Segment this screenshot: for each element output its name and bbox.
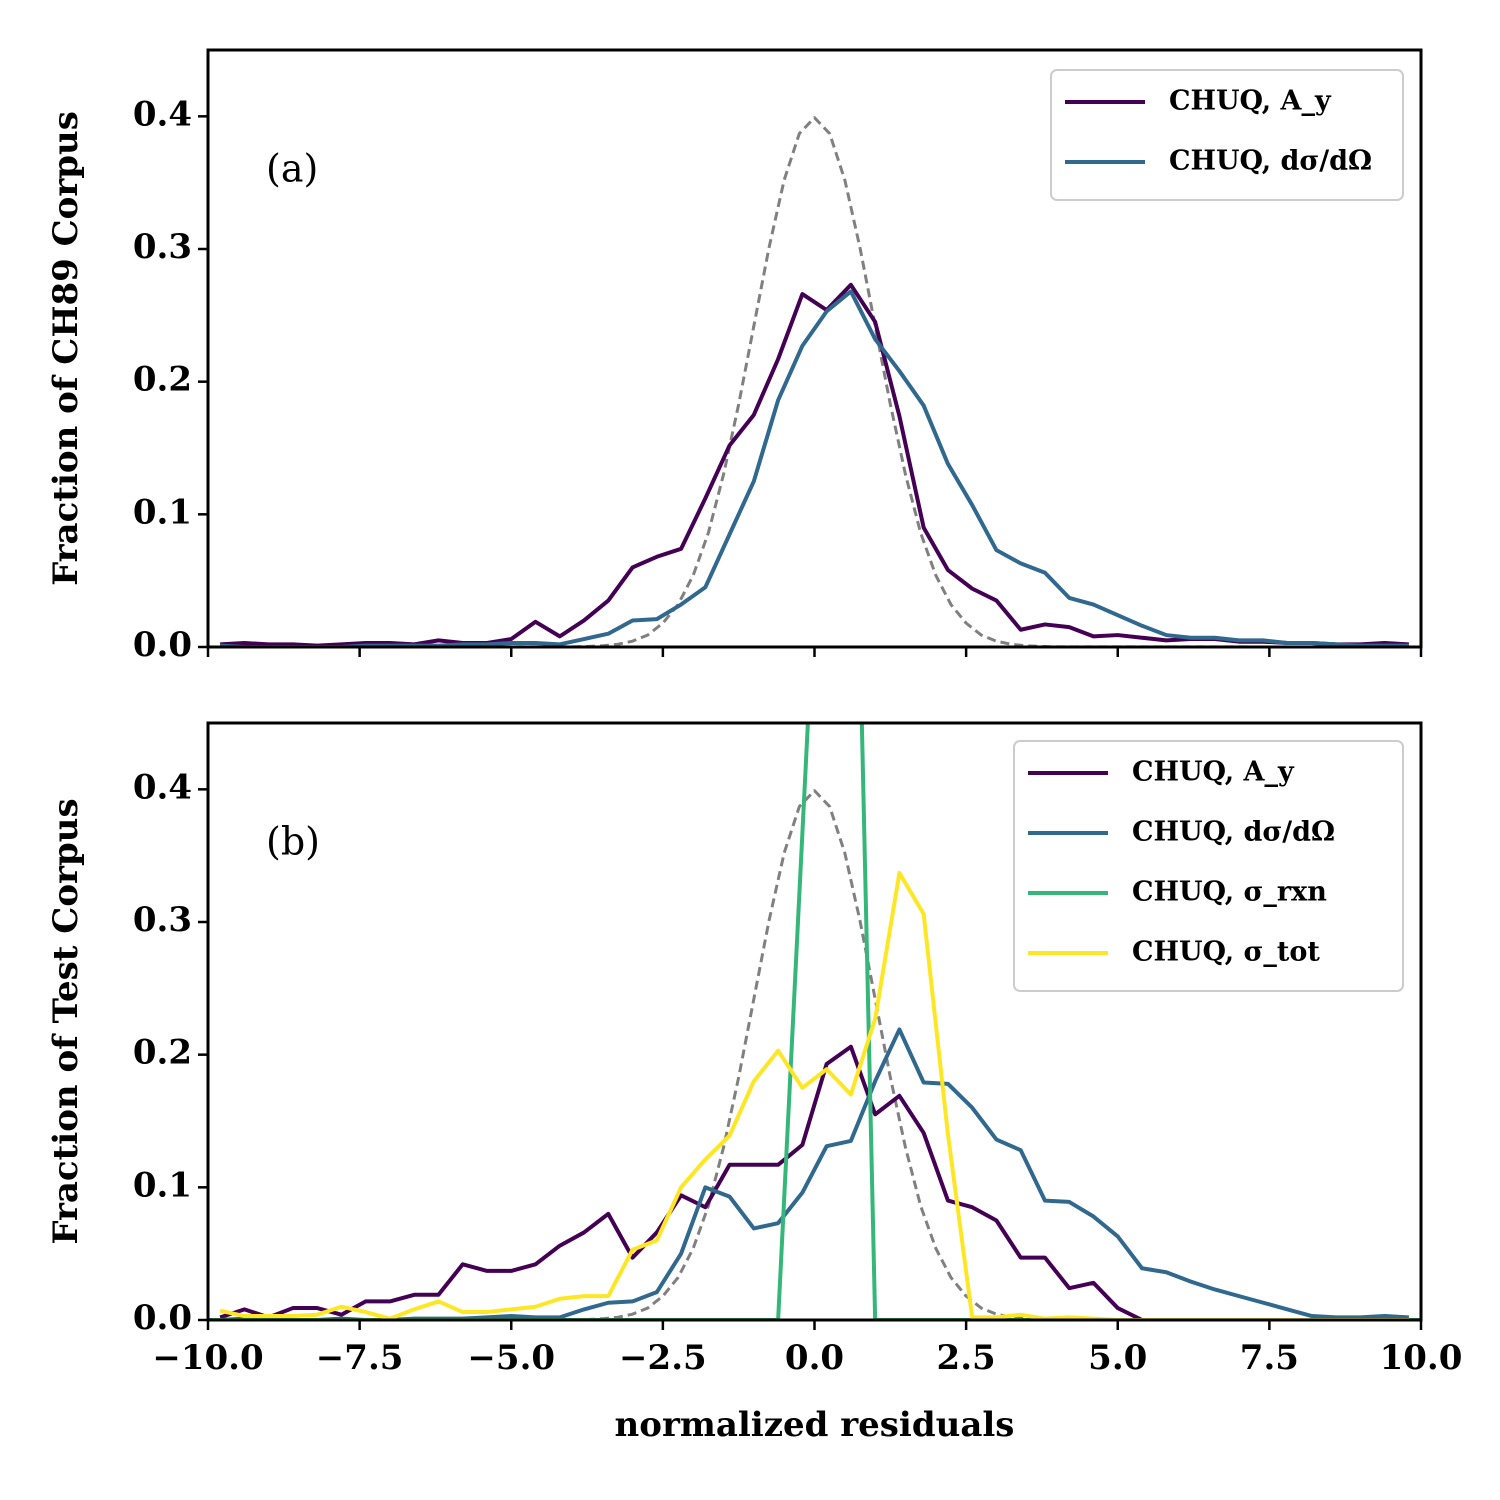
- series-line: [219, 870, 1409, 1320]
- x-tick-label: −2.5: [619, 1338, 707, 1378]
- y-tick-label: 0.3: [133, 227, 192, 267]
- y-tick-label: 0.2: [133, 360, 192, 400]
- y-tick-label: 0.1: [133, 492, 192, 532]
- panel-label: (a): [266, 147, 318, 191]
- x-tick-label: 2.5: [937, 1338, 996, 1378]
- x-tick-label: 5.0: [1088, 1338, 1147, 1378]
- y-tick-label: 0.4: [133, 94, 192, 134]
- y-tick-label: 0.3: [133, 900, 192, 940]
- x-tick-label: 7.5: [1240, 1338, 1299, 1378]
- series-line: [220, 289, 1409, 647]
- y-axis-label: Fraction of CH89 Corpus: [46, 111, 86, 586]
- y-tick-label: 0.1: [133, 1165, 192, 1205]
- legend-label: CHUQ, σ_rxn: [1132, 877, 1327, 908]
- x-tick-label: −10.0: [152, 1338, 263, 1378]
- y-tick-label: 0.2: [133, 1033, 192, 1073]
- x-tick-label: −5.0: [467, 1338, 555, 1378]
- panel-label: (b): [266, 820, 320, 864]
- series-line: [220, 282, 1409, 647]
- legend-label: CHUQ, A_y: [1132, 757, 1295, 788]
- y-tick-label: 0.0: [133, 1298, 192, 1338]
- legend-box: [1013, 740, 1404, 992]
- legend-label: CHUQ, dσ/dΩ: [1169, 146, 1372, 177]
- reference-curve: [208, 116, 1421, 647]
- x-tick-label: 0.0: [785, 1338, 844, 1378]
- y-tick-label: 0.0: [133, 625, 192, 665]
- x-tick-label: 10.0: [1380, 1338, 1463, 1378]
- series-line: [219, 1044, 1409, 1320]
- reference-curve: [208, 789, 1421, 1320]
- legend-label: CHUQ, dσ/dΩ: [1132, 817, 1335, 848]
- y-tick-label: 0.4: [133, 767, 192, 807]
- legend-label: CHUQ, σ_tot: [1132, 937, 1320, 968]
- legend-label: CHUQ, A_y: [1169, 86, 1332, 117]
- y-axis-label: Fraction of Test Corpus: [46, 798, 86, 1244]
- x-axis-label: normalized residuals: [615, 1405, 1015, 1445]
- series-line: [220, 1027, 1409, 1320]
- x-tick-label: −7.5: [316, 1338, 404, 1378]
